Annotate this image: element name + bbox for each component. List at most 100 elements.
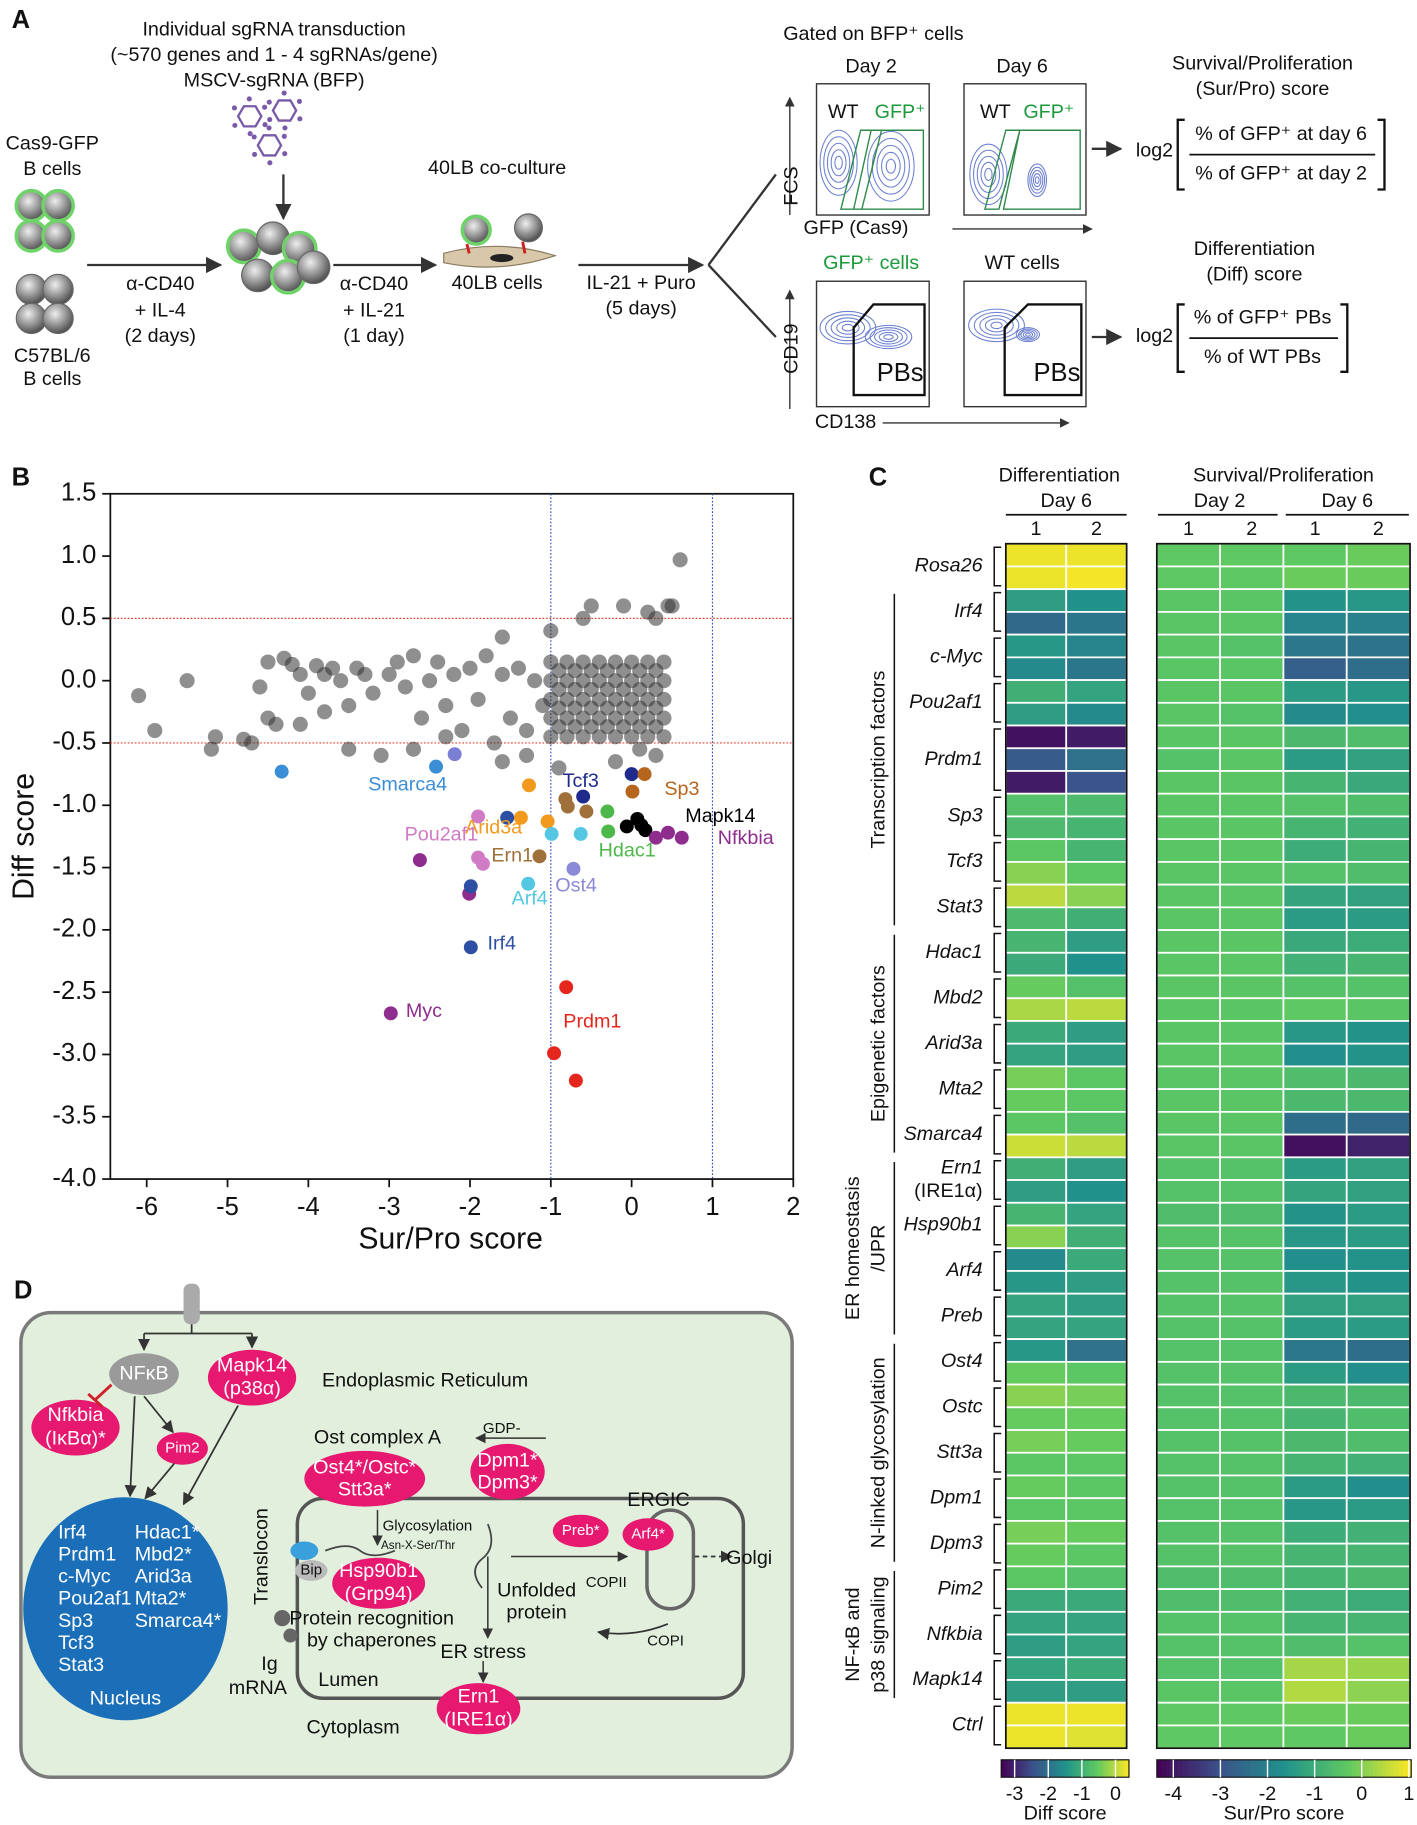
heat-cell [1065, 1088, 1128, 1113]
panel-d-text: Bip [300, 1561, 322, 1578]
heat-cell [1065, 792, 1128, 818]
heat-cell [1155, 906, 1222, 931]
heat-cell [1282, 1065, 1348, 1091]
data-point [462, 660, 478, 676]
colorbar-swatch [1105, 1759, 1109, 1778]
protein [470, 1443, 545, 1500]
heat-cell [1065, 838, 1128, 863]
heat-cell [1282, 679, 1348, 704]
data-point [568, 1073, 583, 1088]
data-point [381, 666, 397, 682]
panel-a-text: GFP⁺ [1023, 101, 1074, 123]
colorbar-swatch [1009, 1759, 1013, 1778]
heat-cell [1065, 1724, 1128, 1750]
panel-d-text: Pim2 [165, 1440, 199, 1457]
heat-cell [1065, 1701, 1128, 1727]
heat-cell [1219, 1656, 1285, 1681]
heat-cell [1065, 565, 1128, 591]
data-point [637, 767, 652, 782]
bracket [1176, 118, 1386, 191]
data-point [632, 663, 648, 679]
panel-a-text: α-CD40 [340, 273, 408, 295]
heat-cell [1004, 1724, 1068, 1750]
heatmap-frame [1155, 542, 1411, 1750]
data-point [616, 700, 632, 716]
heat-cell [1155, 701, 1222, 727]
heat-cell [1065, 1679, 1128, 1704]
nucleus-gene: Stat3 [58, 1654, 104, 1676]
colorbar-swatch [1039, 1759, 1043, 1778]
gene-bracket [993, 1296, 1002, 1337]
colorbar-swatch [1024, 1759, 1028, 1778]
heat-cell [1004, 679, 1068, 704]
gene-label: Hdac1 [926, 941, 983, 963]
data-point [560, 799, 575, 814]
heat-cell [1004, 1247, 1068, 1272]
heat-cell [1282, 838, 1348, 863]
heat-cell [1219, 1110, 1285, 1136]
panel-d-text: Ost4*/Ostc* [313, 1456, 416, 1478]
nucleus-gene: c-Myc [58, 1566, 111, 1588]
panel-d-text: Arf4* [631, 1525, 665, 1542]
cell [296, 250, 331, 285]
panel-a-text: IL-21 + Puro [587, 272, 696, 294]
nucleus-gene: Sp3 [58, 1610, 93, 1632]
heat-cell [1065, 1588, 1128, 1613]
point-label: Prdm1 [563, 1010, 621, 1032]
heat-cell [1345, 1201, 1411, 1227]
y-tick-label: -2.0 [52, 915, 96, 943]
x-tick-label: -4 [297, 1193, 320, 1221]
cell [41, 219, 75, 253]
contour [867, 130, 915, 202]
heat-cell [1155, 1542, 1222, 1568]
data-point [648, 610, 664, 626]
panel-a-text: 40LB cells [452, 272, 543, 294]
data-point [576, 789, 591, 804]
data-point [333, 673, 349, 689]
colorbar-swatch [1037, 1759, 1041, 1778]
colorbar-swatch [1228, 1759, 1234, 1778]
colorbar-swatch [1045, 1759, 1049, 1778]
y-axis-label: Diff score [8, 773, 41, 900]
x-tick-label: -2 [459, 1193, 482, 1221]
panel-d-text: Protein recognition [289, 1607, 454, 1629]
data-point [316, 704, 333, 720]
heat-cell [1065, 1201, 1128, 1227]
colorbar-swatch [1033, 1759, 1036, 1778]
data-point [648, 681, 664, 697]
colorbar-frame [1156, 1759, 1412, 1778]
heat-cell [1155, 1656, 1222, 1681]
heat-cell [1004, 1429, 1068, 1454]
panel-d-text: GDP- [483, 1420, 521, 1437]
virus-spike [281, 133, 287, 139]
nucleus-gene: Pou2af1 [58, 1588, 132, 1610]
heat-cell [1004, 1520, 1068, 1545]
heatmap-frame [1004, 542, 1128, 1750]
colorbar-tick-label: -4 [1165, 1783, 1183, 1805]
heat-cell [1345, 1224, 1411, 1250]
data-point [274, 764, 289, 779]
heat-cell [1345, 1179, 1411, 1204]
data-point [599, 681, 615, 697]
colorbar-swatch [1003, 1759, 1007, 1778]
contour [1022, 331, 1034, 338]
heat-cell [1219, 1701, 1285, 1727]
heat-cell [1065, 1520, 1128, 1545]
heat-cell [1282, 1520, 1348, 1545]
point-label: Arid3a [465, 817, 522, 839]
nucleus-gene: Hdac1* [135, 1522, 200, 1544]
colorbar-tick-label: -2 [1039, 1783, 1057, 1805]
colorbar-swatch [1203, 1759, 1209, 1778]
heat-cell [1155, 679, 1222, 704]
panel-a-text: WT cells [984, 252, 1059, 274]
gene-label: Tcf3 [946, 850, 983, 872]
heat-cell [1004, 1451, 1068, 1477]
point-label: Sp3 [664, 778, 699, 800]
data-point [412, 853, 427, 868]
heat-cell [1219, 997, 1285, 1022]
heat-cell [1219, 770, 1285, 795]
heat-cell [1004, 1383, 1068, 1409]
gene-bracket [993, 591, 1002, 632]
data-point [478, 648, 494, 664]
panel-a-text: % of GFP⁺ PBs [1194, 307, 1332, 329]
